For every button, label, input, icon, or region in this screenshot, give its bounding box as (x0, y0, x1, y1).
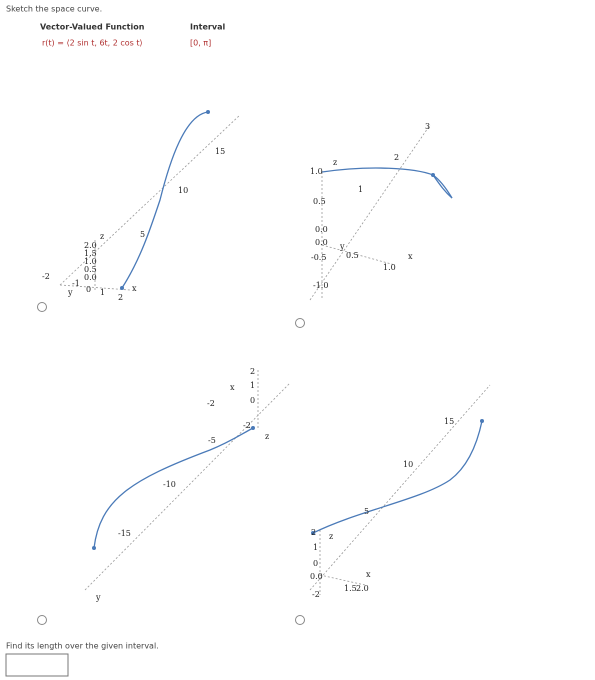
question: Find its length over the given interval. (6, 642, 159, 651)
axis-label: 0 (86, 285, 91, 294)
axis-label: x (408, 252, 413, 261)
axis-label: 0 (250, 396, 255, 405)
point (206, 110, 210, 114)
axis-label: 1.5 (344, 584, 357, 593)
axis-label: 10 (403, 460, 413, 469)
axis-label: -0.5 (311, 253, 326, 262)
instruction: Sketch the space curve. (6, 5, 102, 14)
axis-label: y (95, 593, 101, 602)
axis-label: 5 (364, 507, 369, 516)
axis (59, 114, 241, 286)
axis-label: -1.0 (313, 281, 328, 290)
axis-label: y (339, 242, 345, 251)
point (120, 286, 124, 290)
axis-label: -15 (118, 529, 131, 538)
radio[interactable] (295, 615, 305, 625)
radio[interactable] (37, 615, 47, 625)
axis-label: -10 (163, 480, 176, 489)
axis-label: 1 (100, 288, 105, 297)
axis-label: -2 (207, 399, 215, 408)
curve (312, 420, 483, 534)
axis (309, 124, 431, 301)
axis-label: -5 (208, 436, 216, 445)
axis-label: z (265, 432, 269, 441)
axis-label: z (333, 158, 337, 167)
axis-label: x (230, 383, 235, 392)
axis-label: 1.5 (84, 249, 97, 258)
header: Interval (190, 23, 225, 32)
axis-label: 1 (250, 381, 255, 390)
axis-label: x (366, 570, 371, 579)
point (431, 173, 435, 177)
point (311, 531, 315, 535)
curve (432, 174, 453, 199)
answer-input[interactable] (5, 653, 69, 677)
header: Vector-Valued Function (40, 23, 145, 32)
axis-label: 0.0 (315, 238, 328, 247)
curve (321, 167, 453, 199)
point (92, 546, 96, 550)
curve (121, 111, 209, 289)
axis-label: x (132, 284, 137, 293)
axis-label: 15 (444, 417, 454, 426)
axis-label: 1 (313, 543, 318, 552)
axis (84, 382, 291, 591)
axis-label: 0.0 (315, 225, 328, 234)
axis-label: -2 (243, 421, 251, 430)
axis-label: 2 (250, 367, 255, 376)
radio[interactable] (295, 318, 305, 328)
axis-label: 2.0 (84, 241, 97, 250)
axis-label: 15 (215, 147, 225, 156)
axis-label: -2 (42, 272, 50, 281)
axis-label: 1.0 (383, 263, 396, 272)
axis-label: 3 (425, 122, 430, 131)
axis-label: z (100, 232, 104, 241)
axis-label: 0.5 (84, 265, 97, 274)
axis-label: 5 (140, 230, 145, 239)
radio[interactable] (37, 302, 47, 312)
axis-label: z (329, 532, 333, 541)
axis-label: -1 (72, 279, 80, 288)
axis-label: 0 (313, 559, 318, 568)
axis-label: y (67, 288, 73, 297)
point (480, 419, 484, 423)
axis-label: 1.0 (84, 257, 97, 266)
function: r(t) = ⟨2 sin t, 6t, 2 cos t⟩ (42, 39, 143, 48)
axis-label: 0.0 (310, 572, 323, 581)
axis-label: 2 (118, 293, 123, 302)
axis-label: 0.5 (313, 197, 326, 206)
curve (93, 427, 254, 549)
axis-label: 0.0 (84, 273, 97, 282)
axis-label: -2 (312, 590, 320, 599)
axis (321, 244, 396, 266)
axis-label: 2 (311, 528, 316, 537)
axis-label: 0.5 (346, 251, 359, 260)
axis-label: 10 (178, 186, 188, 195)
axis-label: 2 (394, 153, 399, 162)
axis-label: 1.0 (310, 167, 323, 176)
interval: [0, π] (190, 39, 211, 48)
axis-label: 1 (358, 185, 363, 194)
axis-label: 2.0 (356, 584, 369, 593)
axis (309, 384, 491, 591)
point (251, 426, 255, 430)
